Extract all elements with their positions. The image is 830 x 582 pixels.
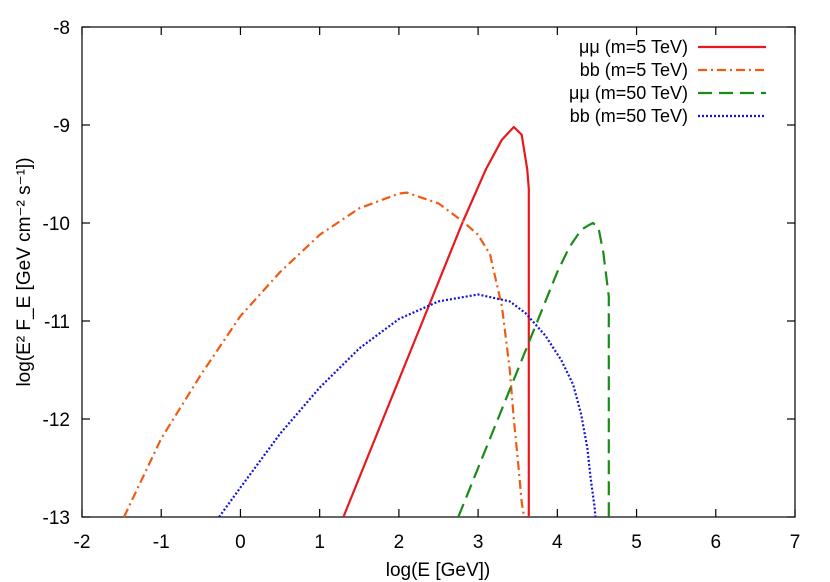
series-line: [218, 293, 597, 518]
plot-frame: [81, 26, 796, 518]
series-line: [342, 125, 530, 518]
x-tick-label: 3: [473, 532, 484, 553]
x-tick-label: 1: [314, 532, 325, 553]
legend-label: μμ (m=50 TeV): [569, 83, 688, 103]
y-tick-label: -12: [43, 410, 70, 431]
series-line: [123, 191, 526, 518]
axis-ticks: [81, 26, 796, 518]
x-tick-label: -1: [153, 532, 170, 553]
legend: μμ (m=5 TeV) bb (m=5 TeV) μμ (m=50 TeV) bb …: [569, 37, 766, 126]
x-tick-label: 2: [394, 532, 405, 553]
y-tick-label: -10: [43, 214, 70, 235]
x-tick-label: 5: [631, 532, 642, 553]
y-tick-label: -13: [43, 508, 70, 529]
x-tick-label: -2: [74, 532, 91, 553]
x-tick-label: 6: [710, 532, 721, 553]
legend-label: μμ (m=5 TeV): [579, 37, 688, 57]
y-tick-label: -8: [53, 18, 70, 39]
x-tick-label: 4: [552, 532, 563, 553]
y-tick-label: -11: [44, 312, 70, 333]
legend-label: bb (m=50 TeV): [570, 106, 688, 126]
y-axis-label: log(E² F_E [GeV cm⁻² s⁻¹]): [14, 157, 35, 386]
y-tick-label: -9: [53, 116, 70, 137]
x-axis-label: log(E [GeV]): [386, 560, 491, 581]
x-tick-label: 7: [790, 532, 801, 553]
axis-tick-labels: -2 -1 0 1 2 3 4 5 6 7-13-12-11-10-9-8: [43, 18, 801, 553]
legend-label: bb (m=5 TeV): [580, 60, 688, 80]
series-line: [457, 221, 610, 518]
series-lines: [123, 125, 610, 518]
x-tick-label: 0: [235, 532, 246, 553]
